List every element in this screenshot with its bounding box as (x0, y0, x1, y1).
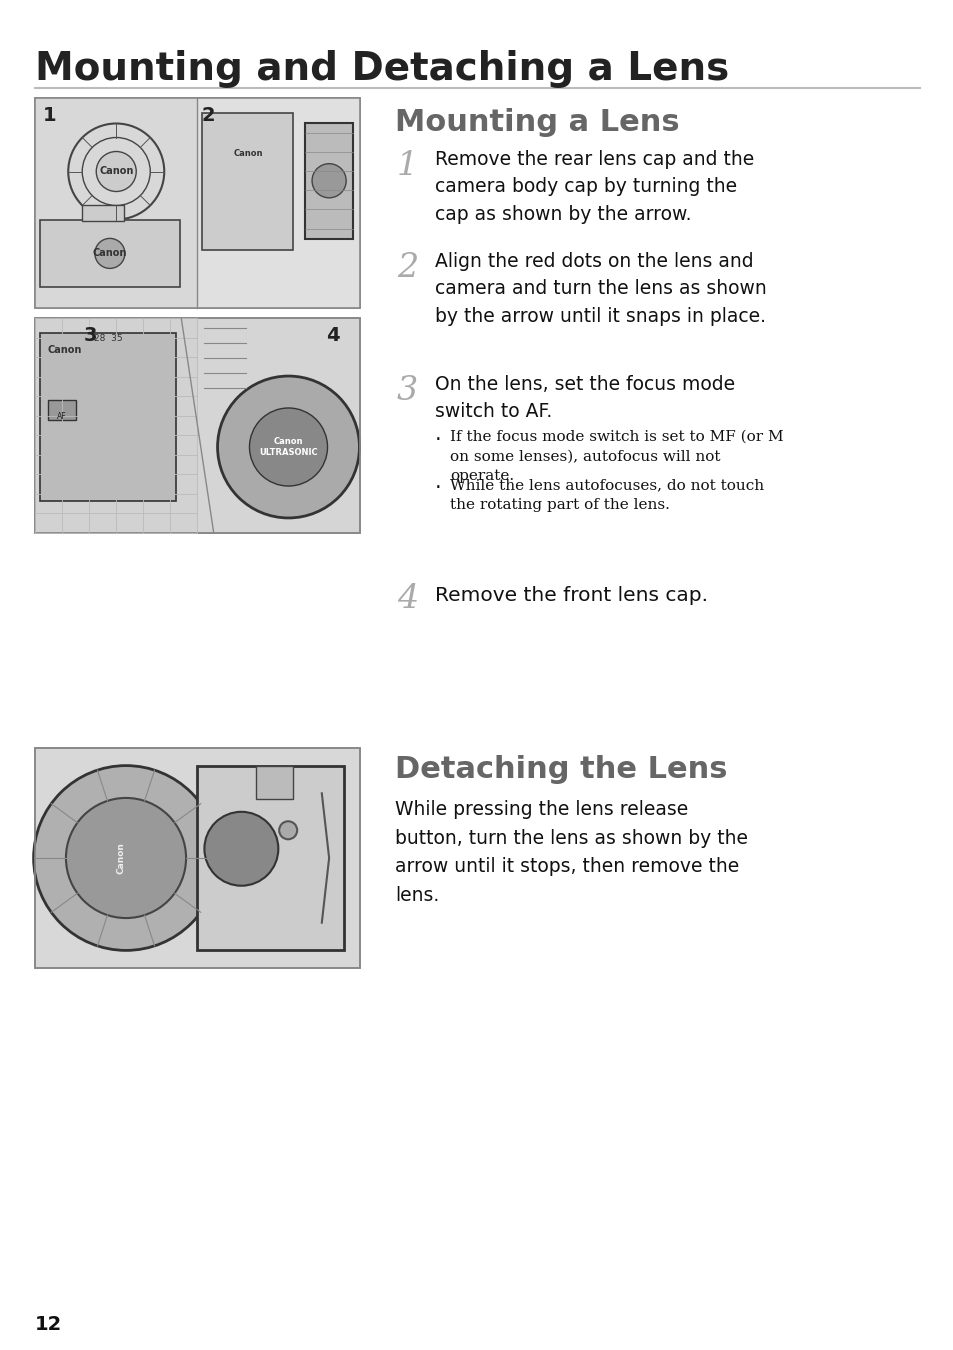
Text: 4: 4 (326, 325, 339, 346)
Bar (197, 99, 359, 308)
Text: Canon
ULTRASONIC: Canon ULTRASONIC (259, 436, 317, 458)
Text: ·: · (435, 478, 441, 498)
Text: Canon: Canon (116, 842, 126, 873)
Text: While pressing the lens release
button, turn the lens as shown by the
arrow unti: While pressing the lens release button, … (395, 801, 747, 906)
Bar (35, 99, 359, 308)
Bar (82, 205, 124, 221)
Text: AF: AF (57, 412, 67, 421)
Text: On the lens, set the focus mode
switch to AF.: On the lens, set the focus mode switch t… (435, 375, 735, 421)
Bar (48, 400, 76, 420)
Circle shape (96, 151, 136, 192)
Text: Mounting a Lens: Mounting a Lens (395, 108, 679, 136)
Text: Canon: Canon (48, 346, 82, 355)
Bar (40, 333, 176, 501)
Text: Detaching the Lens: Detaching the Lens (395, 755, 727, 784)
Bar (35, 748, 359, 968)
Circle shape (217, 377, 359, 518)
Text: 2: 2 (201, 107, 214, 126)
Bar (35, 99, 197, 308)
Text: While the lens autofocuses, do not touch
the rotating part of the lens.: While the lens autofocuses, do not touch… (450, 478, 763, 512)
Bar (35, 319, 359, 533)
Text: 1: 1 (43, 107, 56, 126)
Text: Canon: Canon (233, 150, 262, 158)
Text: ·: · (435, 431, 441, 450)
Circle shape (94, 239, 125, 269)
Circle shape (204, 811, 278, 886)
Text: If the focus mode switch is set to MF (or M
on some lenses), autofocus will not
: If the focus mode switch is set to MF (o… (450, 431, 782, 483)
Bar (202, 113, 294, 250)
Text: Align the red dots on the lens and
camera and turn the lens as shown
by the arro: Align the red dots on the lens and camer… (435, 252, 766, 325)
Text: 12: 12 (35, 1315, 62, 1334)
Bar (35, 319, 359, 533)
Bar (40, 220, 179, 288)
Bar (255, 765, 293, 799)
Bar (35, 319, 197, 533)
Text: 3: 3 (396, 375, 417, 406)
Text: Canon: Canon (92, 248, 127, 258)
Bar (35, 748, 359, 968)
Text: 28  35: 28 35 (93, 333, 122, 343)
Text: Remove the front lens cap.: Remove the front lens cap. (435, 586, 707, 605)
Text: Canon: Canon (99, 166, 133, 177)
Text: 4: 4 (396, 583, 417, 616)
Circle shape (66, 798, 186, 918)
Circle shape (250, 408, 327, 486)
Text: Remove the rear lens cap and the
camera body cap by turning the
cap as shown by : Remove the rear lens cap and the camera … (435, 150, 754, 224)
Circle shape (279, 821, 297, 840)
Bar (35, 99, 359, 308)
Bar (304, 123, 354, 239)
Bar (197, 765, 343, 950)
Circle shape (33, 765, 218, 950)
Circle shape (312, 163, 346, 198)
Text: 1: 1 (396, 150, 417, 182)
Text: 2: 2 (396, 252, 417, 284)
Text: Mounting and Detaching a Lens: Mounting and Detaching a Lens (35, 50, 728, 88)
Text: 3: 3 (84, 325, 97, 346)
